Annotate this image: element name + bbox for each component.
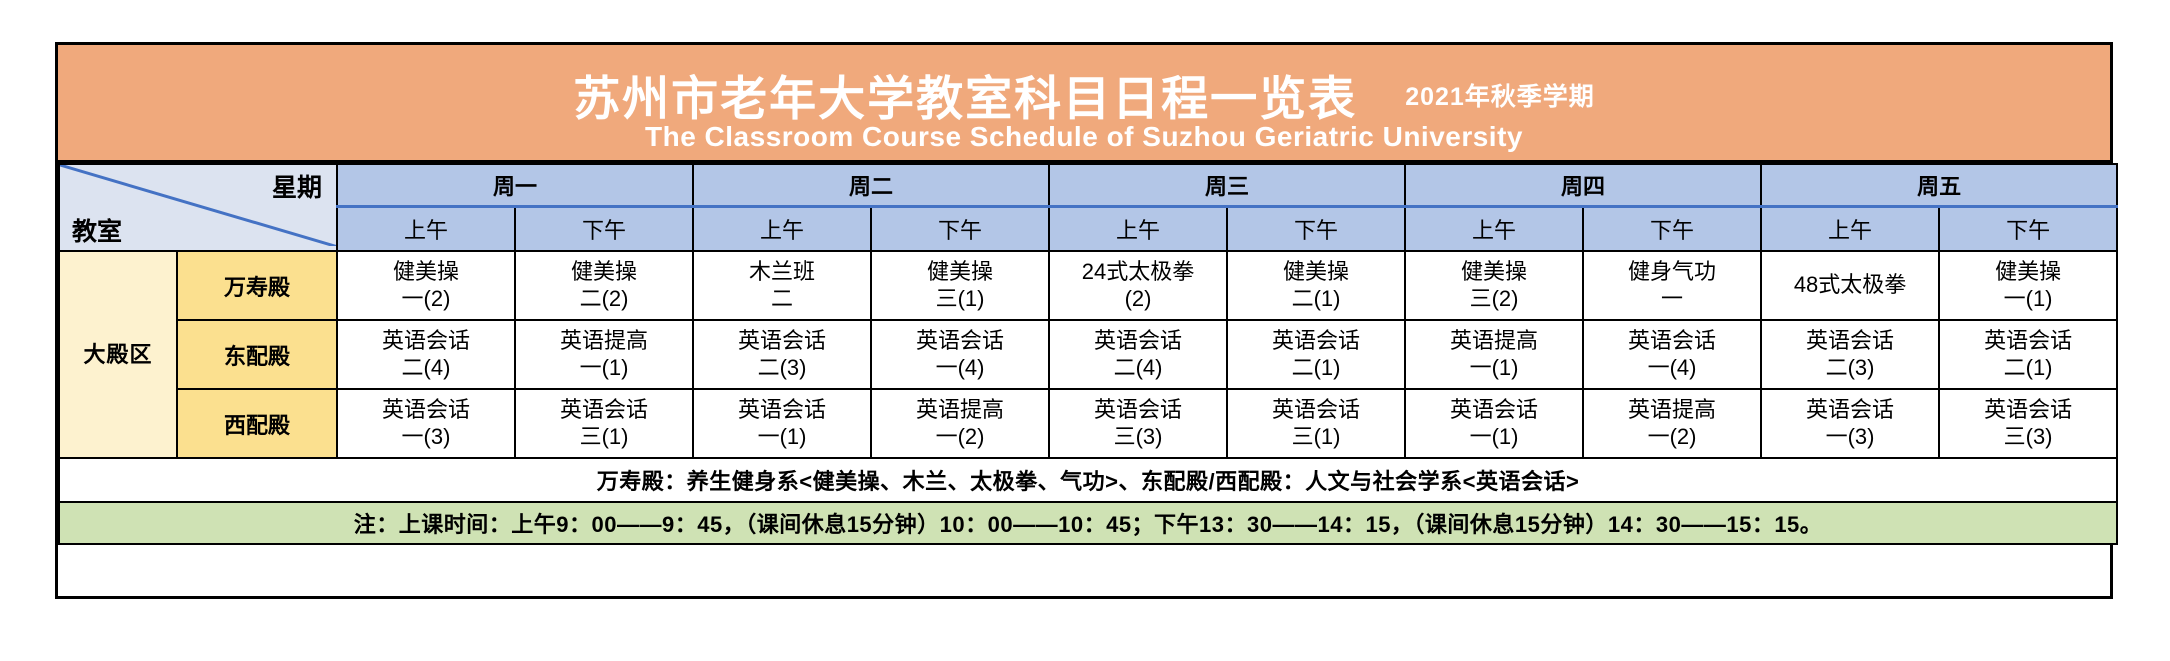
time-note-row: 注：上课时间：上午9：00——9：45，（课间休息15分钟）10：00——10：… — [57, 501, 2119, 545]
slot-header-wed-pm: 下午 — [1226, 205, 1407, 252]
slot-header-tue-am: 上午 — [692, 205, 873, 252]
course-cell[interactable]: 健美操 一(2) — [336, 250, 516, 321]
course-cell[interactable]: 英语会话 一(4) — [870, 319, 1051, 390]
course-cell[interactable]: 英语提高 一(1) — [513, 319, 695, 390]
course-cell[interactable]: 24式太极拳 (2) — [1048, 250, 1229, 321]
table-row: 东配殿 英语会话 二(4) 英语提高 一(1) 英语会话 二(3) 英语会话 一(4) … — [59, 319, 2119, 390]
course-cell[interactable]: 英语会话 二(3) — [692, 319, 873, 390]
slot-header-fri-am: 上午 — [1760, 205, 1941, 252]
slot-header-thu-pm: 下午 — [1582, 205, 1763, 252]
course-cell[interactable]: 英语会话 三(1) — [513, 388, 695, 459]
title-banner: 苏州市老年大学教室科目日程一览表 2021年秋季学期 The Classroom … — [58, 45, 2110, 163]
course-cell[interactable]: 英语会话 二(3) — [1760, 319, 1941, 390]
slot-header-wed-am: 上午 — [1048, 205, 1229, 252]
course-cell[interactable]: 英语会话 一(1) — [692, 388, 873, 459]
course-cell[interactable]: 健美操 二(2) — [513, 250, 695, 321]
corner-room-label: 教室 — [72, 218, 123, 246]
department-note: 万寿殿：养生健身系<健美操、木兰、太极拳、气功>、东配殿/西配殿：人文与社会学系… — [57, 457, 2119, 503]
course-cell[interactable]: 健身气功一 — [1582, 250, 1763, 321]
day-header-thu: 周四 — [1404, 163, 1763, 208]
day-header-fri: 周五 — [1760, 163, 2119, 208]
course-cell[interactable]: 木兰班二 — [692, 250, 873, 321]
course-cell[interactable]: 英语会话 二(1) — [1226, 319, 1407, 390]
corner-week-label: 星期 — [271, 174, 322, 202]
room-label-0: 万寿殿 — [176, 250, 338, 321]
course-cell[interactable]: 英语会话 二(4) — [1048, 319, 1229, 390]
title-row: 苏州市老年大学教室科目日程一览表 2021年秋季学期 — [58, 60, 2110, 129]
term-label: 2021年秋季学期 — [1405, 82, 1595, 111]
course-cell[interactable]: 英语会话 三(3) — [1048, 388, 1229, 459]
room-label-1: 东配殿 — [176, 319, 338, 390]
course-cell[interactable]: 健美操 二(1) — [1226, 250, 1407, 321]
slot-header-fri-pm: 下午 — [1938, 205, 2119, 252]
day-header-mon: 周一 — [335, 163, 695, 208]
slot-header-tue-pm: 下午 — [870, 205, 1051, 252]
slot-header-mon-pm: 下午 — [513, 205, 695, 252]
zone-label: 大殿区 — [58, 250, 178, 459]
table-row: 大殿区 万寿殿 健美操 一(2) 健美操 二(2) 木兰班二 健美操 三(1) 24式… — [58, 250, 2119, 459]
course-cell[interactable]: 英语会话 一(3) — [336, 388, 516, 459]
department-note-row: 万寿殿：养生健身系<健美操、木兰、太极拳、气功>、东配殿/西配殿：人文与社会学系… — [57, 457, 2119, 503]
day-header-wed: 周三 — [1048, 163, 1407, 208]
course-cell[interactable]: 健美操 三(2) — [1404, 250, 1585, 321]
course-cell[interactable]: 英语会话 二(4) — [336, 319, 516, 390]
day-header-tue: 周二 — [692, 163, 1051, 208]
diagonal-divider-icon — [61, 166, 335, 247]
schedule-table: 星期 教室 周一 周二 周三 周四 周五 上午 下午 上午 下午 上午 下午 上… — [57, 163, 2119, 545]
course-cell[interactable]: 48式太极拳 — [1760, 250, 1941, 321]
room-label-2: 西配殿 — [176, 388, 338, 459]
course-cell[interactable]: 英语提高 一(1) — [1404, 319, 1585, 390]
corner-header-cell: 星期 教室 — [58, 163, 338, 252]
course-cell[interactable]: 健美操 三(1) — [870, 250, 1051, 321]
course-cell[interactable]: 英语会话 一(4) — [1582, 319, 1763, 390]
page-title: 苏州市老年大学教室科目日程一览表 — [573, 72, 1358, 125]
page-subtitle-english: The Classroom Course Schedule of Suzhou … — [645, 121, 1523, 152]
day-header-row: 星期 教室 周一 周二 周三 周四 周五 — [58, 163, 2119, 252]
slot-header-row: 上午 下午 上午 下午 上午 下午 上午 下午 上午 下午 — [59, 205, 2119, 252]
course-cell[interactable]: 英语会话 二(1) — [1938, 319, 2119, 390]
schedule-sheet: 苏州市老年大学教室科目日程一览表 2021年秋季学期 The Classroom … — [55, 42, 2119, 599]
time-note: 注：上课时间：上午9：00——9：45，（课间休息15分钟）10：00——10：… — [57, 501, 2119, 545]
slot-header-mon-am: 上午 — [336, 205, 516, 252]
course-cell[interactable]: 英语会话 三(1) — [1226, 388, 1407, 459]
slot-header-thu-am: 上午 — [1404, 205, 1585, 252]
course-cell[interactable]: 英语会话 三(3) — [1938, 388, 2119, 459]
table-row: 西配殿 英语会话 一(3) 英语会话 三(1) 英语会话 一(1) 英语提高 一(2) … — [59, 388, 2119, 459]
course-cell[interactable]: 英语提高 一(2) — [1582, 388, 1763, 459]
course-cell[interactable]: 健美操 一(1) — [1938, 250, 2119, 321]
course-cell[interactable]: 英语提高 一(2) — [870, 388, 1051, 459]
course-cell[interactable]: 英语会话 一(3) — [1760, 388, 1941, 459]
course-cell[interactable]: 英语会话 一(1) — [1404, 388, 1585, 459]
